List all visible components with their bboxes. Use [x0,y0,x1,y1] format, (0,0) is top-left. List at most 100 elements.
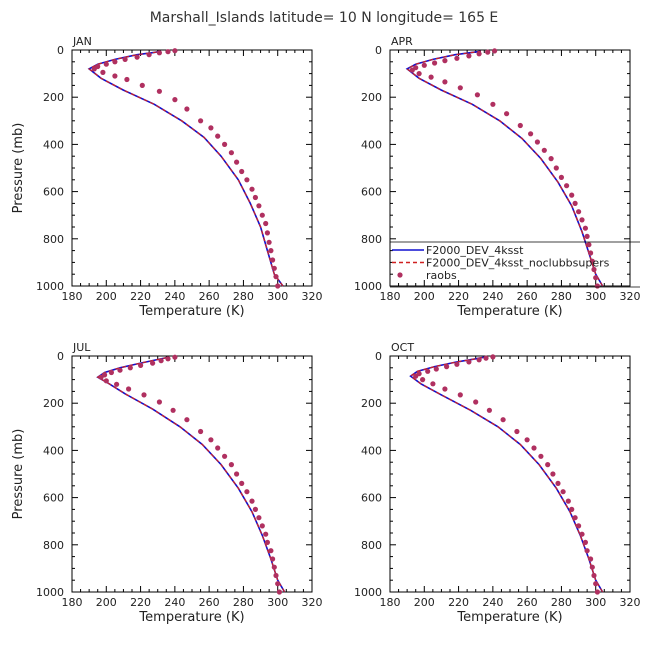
x-tick-label: 280 [551,596,572,609]
plot-frame [71,49,313,287]
raob-point [565,498,571,504]
raob-point [239,168,245,175]
x-tick-label: 180 [62,290,83,303]
x-tick-label: 240 [164,596,185,609]
panel-title: JAN [72,35,92,48]
raob-point [528,131,534,137]
x-tick-label: 200 [96,596,117,609]
raob-point [553,165,559,171]
raob-point [584,548,590,554]
raob-point [108,369,114,376]
x-tick-label: 200 [96,290,117,303]
panel-title: OCT [391,341,414,354]
y-tick-label: 600 [43,492,64,505]
raob-point [564,183,570,189]
panel-apr: 180 200 220 240 260 280 300 320 0 200 400 600 800 100… [354,35,641,319]
raob-point [208,125,214,131]
raob-point [569,506,575,512]
raob-point [198,118,204,124]
x-axis-label: Temperature (K) [456,304,562,319]
raob-point [594,589,601,595]
x-tick-label: 320 [620,290,641,303]
raob-point [263,531,269,537]
figure-title: Marshall_Islands latitude= 10 N longitud… [150,10,499,26]
raob-point [466,359,472,365]
raob-point [483,355,489,361]
raob-point [184,106,190,112]
raob-point [102,372,108,378]
raob-point [100,69,106,75]
raob-point [582,225,589,231]
raob-point [466,53,472,59]
y-tick-label: 200 [361,397,382,410]
raob-point [172,48,178,54]
raob-point [413,65,419,71]
y-tick-label: 400 [43,138,64,151]
raob-point [165,49,171,55]
x-tick-label: 300 [585,596,606,609]
raob-point [139,82,145,88]
x-tick-label: 260 [199,290,220,303]
x-tick-label: 280 [233,596,254,609]
series-line [88,50,284,287]
raob-point [541,147,547,153]
x-tick-label: 320 [620,596,641,609]
raob-point [444,364,450,370]
raob-point [172,97,178,103]
x-tick-label: 280 [551,290,572,303]
raob-point [442,79,448,85]
x-tick-label: 240 [482,290,503,303]
raob-point [457,392,463,398]
y-tick-label: 800 [361,539,382,552]
raob-point [534,139,541,145]
raob-point [588,250,594,256]
raob-point [474,92,480,98]
raob-point [576,209,582,215]
raob-point [442,386,448,392]
x-axis-label: Temperature (K) [138,304,244,319]
series-line [406,50,604,287]
raob-point [215,133,221,139]
x-tick-label: 180 [380,290,401,303]
raob-point [270,556,276,562]
raob-point [103,61,109,67]
legend-entry-label: F2000_DEV_4ksst_noclubbsupers [426,257,610,270]
raob-point [416,371,422,377]
raob-point [112,73,118,79]
raob-point [555,480,561,486]
raob-point [103,378,109,384]
x-tick-label: 240 [164,290,185,303]
series-line [96,356,286,593]
raob-point [271,265,277,271]
raob-point [485,49,491,55]
raob-point [150,360,156,366]
raob-point [572,200,578,206]
raob-point [234,471,240,477]
raob-point [593,275,599,281]
raob-point [134,54,140,60]
raob-point [275,581,281,587]
x-tick-label: 180 [380,596,401,609]
y-tick-label: 200 [361,91,382,104]
raob-point [172,354,178,360]
y-tick-label: 800 [43,539,64,552]
raob-point [428,74,434,80]
raob-point [234,159,240,165]
raob-point [270,257,276,263]
raob-point [545,462,551,468]
raob-point [500,417,506,423]
x-tick-label: 320 [302,290,323,303]
legend-marker [397,272,403,278]
raob-point [264,230,270,236]
raob-point [252,506,258,512]
x-tick-label: 220 [448,290,469,303]
raob-point [259,523,265,529]
x-axis-label: Temperature (K) [138,610,244,625]
raob-point [239,480,245,486]
raob-point [275,283,281,289]
raob-point [156,399,162,405]
x-tick-label: 320 [302,596,323,609]
panel-title: APR [391,35,413,48]
raob-point [560,489,566,495]
raob-point [416,71,422,77]
